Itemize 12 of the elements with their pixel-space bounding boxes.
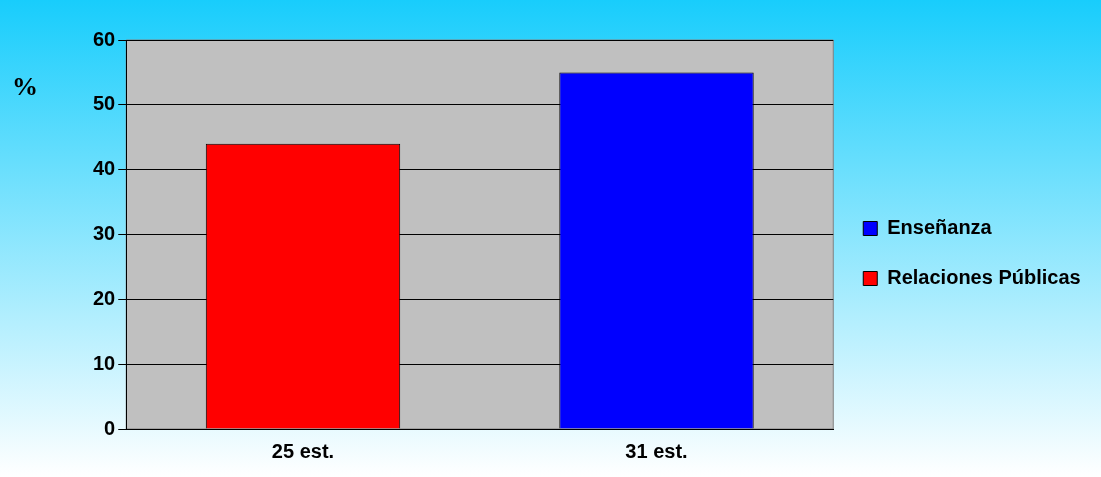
y-tick-label: 40 bbox=[93, 157, 116, 180]
y-tick-label: 0 bbox=[104, 416, 116, 439]
x-tick-label: 25 est. bbox=[271, 439, 335, 462]
y-axis-title: % bbox=[12, 72, 38, 102]
y-tick-label: 20 bbox=[93, 286, 116, 309]
y-tick-label: 10 bbox=[93, 351, 116, 374]
y-tick-label: 60 bbox=[93, 27, 116, 50]
x-tick-label: 31 est. bbox=[625, 439, 688, 462]
y-tick-label: 50 bbox=[93, 92, 116, 115]
y-tick-label: 30 bbox=[93, 222, 116, 245]
legend-label: Enseñanza bbox=[887, 216, 993, 239]
legend-label: Relaciones Públicas bbox=[887, 266, 1081, 289]
